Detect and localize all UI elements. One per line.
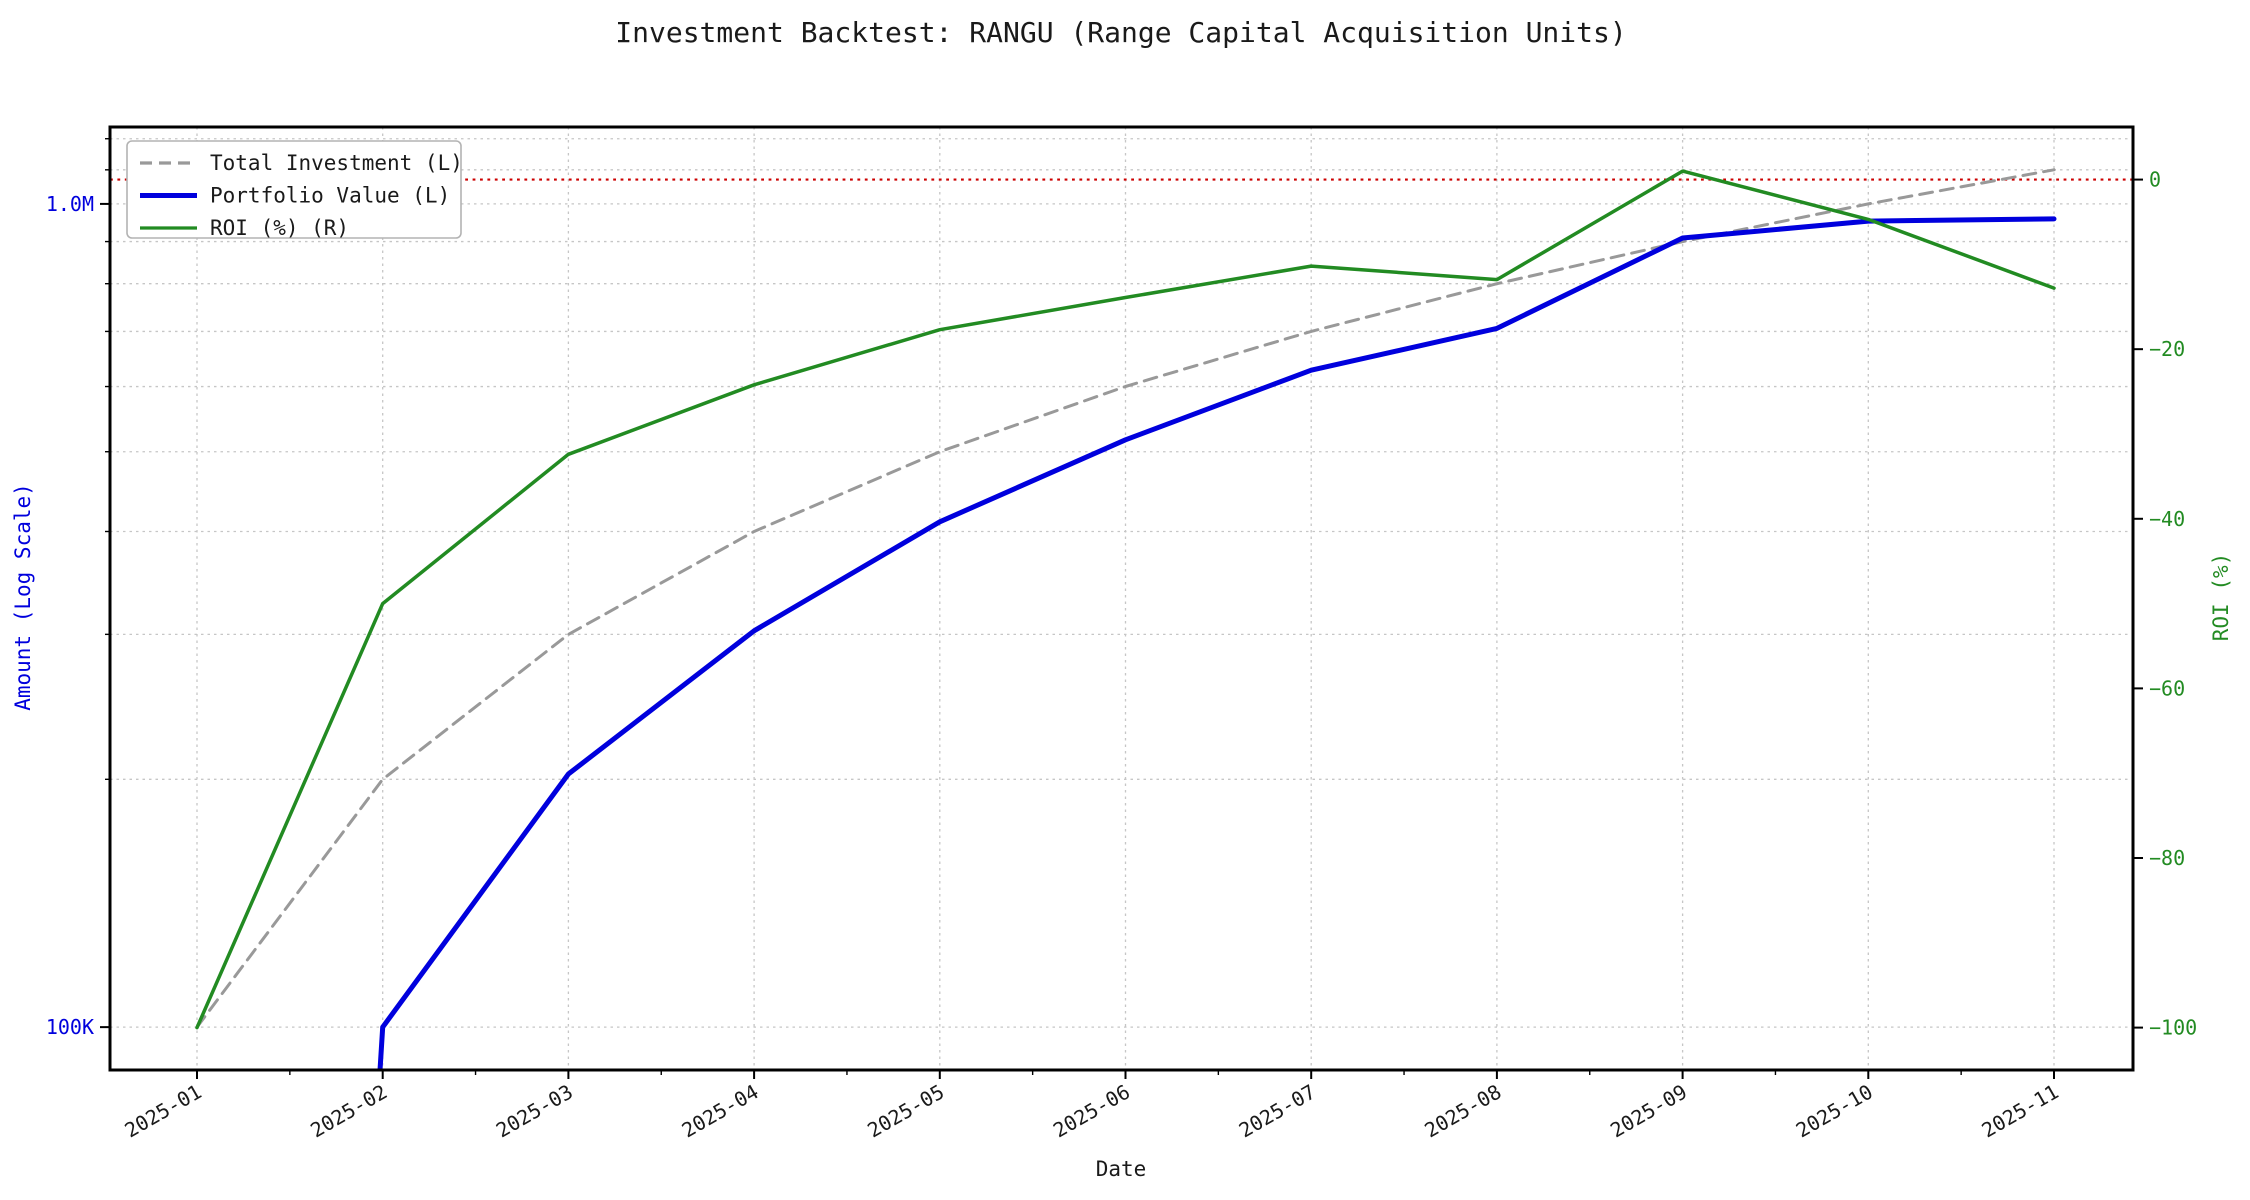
legend-item-label: ROI (%) (R) xyxy=(210,216,349,240)
chart-title: Investment Backtest: RANGU (Range Capita… xyxy=(615,16,1626,49)
series-line-portfolio-value-l- xyxy=(377,216,2057,1070)
y-right-tick-label: −20 xyxy=(2149,337,2185,361)
y-left-axis-label: Amount (Log Scale) xyxy=(11,483,35,711)
legend-box xyxy=(126,140,462,239)
y-right-tick-label: −40 xyxy=(2149,507,2185,531)
y-right-tick-label: −80 xyxy=(2149,846,2185,870)
y-right-tick-label: 0 xyxy=(2149,168,2161,192)
series-line-roi-r- xyxy=(195,169,2056,1030)
legend-item-label: Total Investment (L) xyxy=(210,151,463,175)
y-right-axis-label: ROI (%) xyxy=(2209,553,2233,642)
y-right-tick-label: −60 xyxy=(2149,676,2185,700)
axes-spines xyxy=(108,125,2135,1072)
y-left-tick-label: 1.0M xyxy=(46,192,94,216)
y-left-tick-label: 100K xyxy=(46,1015,94,1039)
series-line-total-investment-l- xyxy=(195,168,2056,1029)
data-series xyxy=(110,168,2133,1070)
y-right-tick-label: −100 xyxy=(2149,1016,2197,1040)
legend-item-label: Portfolio Value (L) xyxy=(210,184,450,208)
plot-frame xyxy=(108,125,2135,1072)
x-axis-label: Date xyxy=(1096,1157,1147,1181)
legend: Total Investment (L) Portfolio Value (L) R… xyxy=(126,140,463,240)
